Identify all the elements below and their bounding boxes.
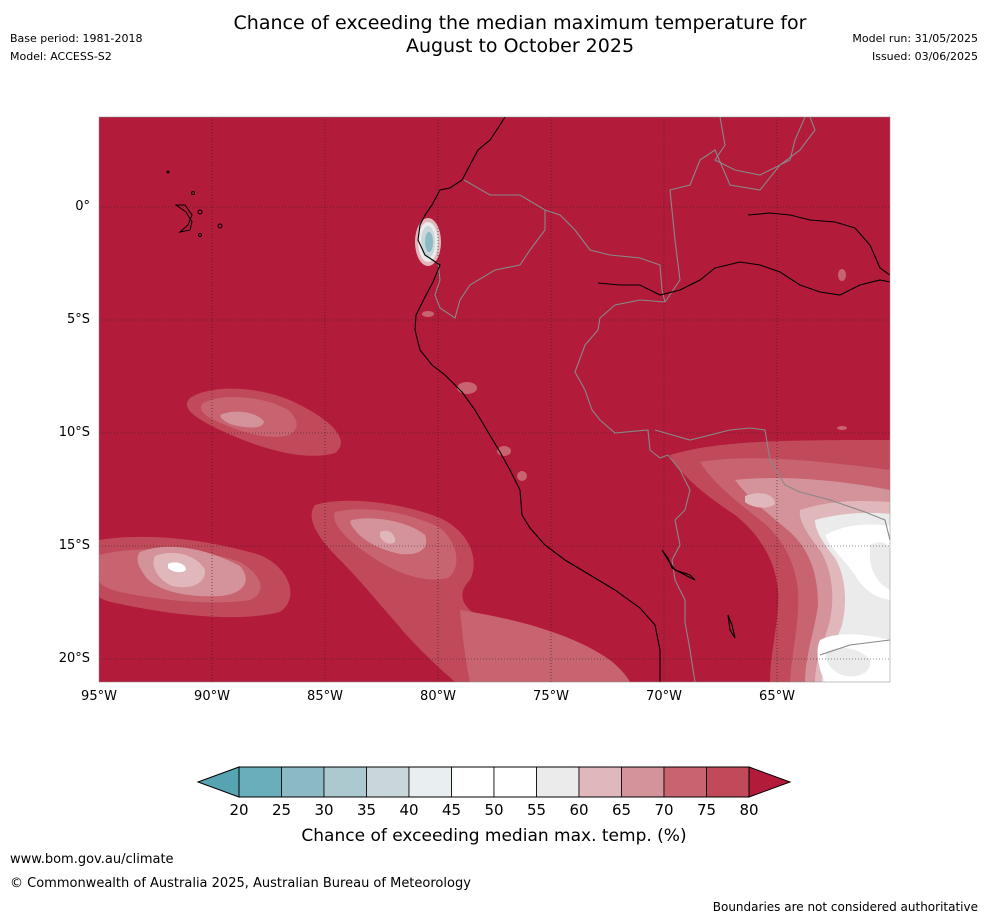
colorbar-tick-label: 30 <box>314 801 334 819</box>
colorbar-tick-label: 20 <box>229 801 249 819</box>
colorbar-tick-label: 80 <box>739 801 759 819</box>
colorbar-cell <box>238 766 282 798</box>
anomaly-spot <box>837 426 847 430</box>
colorbar-cell <box>578 766 622 798</box>
lon-label-85w: 85°W <box>307 689 343 704</box>
anomaly-spot <box>838 269 846 281</box>
lon-label-75w: 75°W <box>533 689 569 704</box>
lat-label-5s: 5°S <box>66 312 90 327</box>
model-label: Model: ACCESS-S2 <box>10 50 112 63</box>
map-title: Chance of exceeding the median maximum t… <box>160 12 880 58</box>
colorbar-cell <box>281 766 325 798</box>
coastline <box>414 117 890 682</box>
colorbar-cell <box>663 766 707 798</box>
anomaly-region-west-galapagos <box>186 388 341 456</box>
colorbar-label: Chance of exceeding median max. temp. (%… <box>301 826 687 846</box>
map-title-line1: Chance of exceeding the median maximum t… <box>233 12 807 34</box>
colorbar-cell <box>621 766 665 798</box>
colorbar-tick-label: 75 <box>696 801 717 819</box>
colorbar-frame <box>238 766 750 798</box>
map-title-line2: August to October 2025 <box>405 35 635 57</box>
colorbar-cell <box>706 766 750 798</box>
lat-label-10s: 10°S <box>58 425 90 440</box>
lon-label-65w: 65°W <box>759 689 795 704</box>
colorbar-cell <box>493 766 537 798</box>
colorbar-cells <box>238 766 750 798</box>
colorbar-cell <box>323 766 367 798</box>
colorbar-under-arrow <box>196 766 240 798</box>
lat-label-20s: 20°S <box>58 651 90 666</box>
anomaly-spot <box>422 311 434 317</box>
colorbar <box>196 766 792 798</box>
map-frame <box>98 116 891 683</box>
colorbar-cell <box>536 766 580 798</box>
website-link[interactable]: www.bom.gov.au/climate <box>10 852 174 867</box>
issued-label: Issued: 03/06/2025 <box>871 50 978 63</box>
colorbar-over-arrow <box>748 766 792 798</box>
lon-label-80w: 80°W <box>420 689 456 704</box>
disclaimer-text: Boundaries are not considered authoritat… <box>712 900 978 914</box>
country-boundaries <box>434 117 890 682</box>
anomaly-region-southwest <box>99 536 291 618</box>
base-period-label: Base period: 1981-2018 <box>10 32 143 45</box>
lat-label-15s: 15°S <box>58 538 90 553</box>
lon-label-95w: 95°W <box>81 689 117 704</box>
colorbar-tick-label: 50 <box>484 801 504 819</box>
graticule <box>99 117 890 682</box>
colorbar-tick-label: 65 <box>611 801 632 819</box>
anomaly-region-central-south <box>311 500 630 682</box>
lon-label-90w: 90°W <box>194 689 230 704</box>
colorbar-tick-label: 35 <box>356 801 377 819</box>
lat-label-0: 0° <box>75 199 90 214</box>
copyright-text: © Commonwealth of Australia 2025, Austra… <box>10 876 471 891</box>
colorbar-tick-label: 25 <box>271 801 292 819</box>
anomaly-spot <box>457 382 477 394</box>
colorbar-tick-label: 55 <box>526 801 547 819</box>
colorbar-cell <box>451 766 495 798</box>
colorbar-cell <box>408 766 452 798</box>
colorbar-tick-label: 40 <box>399 801 419 819</box>
colorbar-tick-label: 70 <box>654 801 674 819</box>
lon-label-70w: 70°W <box>646 689 682 704</box>
anomaly-spot <box>517 471 527 481</box>
colorbar-tick-label: 45 <box>441 801 462 819</box>
model-run-label: Model run: 31/05/2025 <box>852 32 978 45</box>
galapagos-islands <box>166 170 223 237</box>
colorbar-tick-label: 60 <box>569 801 589 819</box>
map-plot-area <box>99 117 890 682</box>
colorbar-cell <box>366 766 410 798</box>
